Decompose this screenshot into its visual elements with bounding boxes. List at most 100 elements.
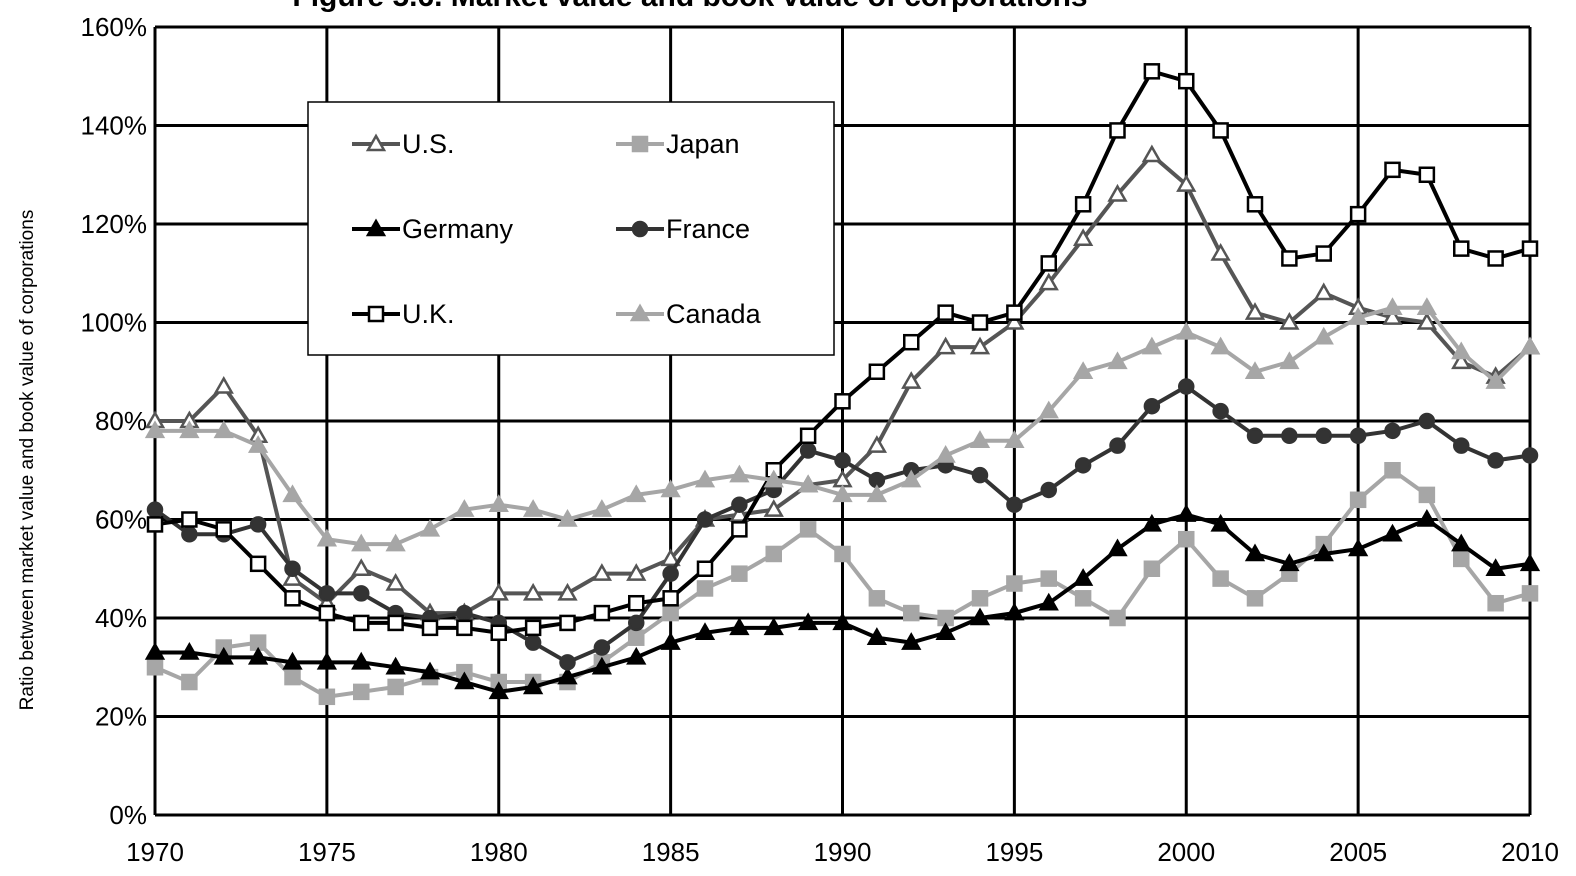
marker bbox=[662, 565, 679, 582]
marker bbox=[1178, 72, 1195, 90]
marker bbox=[1279, 553, 1300, 572]
marker bbox=[146, 516, 164, 533]
marker bbox=[1109, 437, 1126, 454]
marker bbox=[901, 371, 922, 389]
marker bbox=[866, 627, 888, 645]
marker bbox=[353, 683, 370, 701]
marker bbox=[626, 484, 647, 503]
marker bbox=[1178, 530, 1195, 548]
marker bbox=[1006, 496, 1023, 513]
marker bbox=[181, 526, 198, 543]
marker bbox=[1040, 255, 1057, 272]
marker bbox=[282, 484, 303, 503]
marker bbox=[1074, 590, 1092, 607]
marker bbox=[694, 622, 716, 641]
marker bbox=[1210, 336, 1231, 355]
marker bbox=[1416, 508, 1438, 527]
y-tick-label: 60% bbox=[95, 505, 147, 535]
marker bbox=[318, 688, 336, 706]
marker bbox=[832, 484, 853, 503]
marker bbox=[1038, 272, 1059, 291]
marker bbox=[696, 580, 714, 597]
marker bbox=[318, 585, 336, 602]
marker bbox=[284, 668, 301, 686]
marker bbox=[1281, 250, 1298, 267]
marker bbox=[1384, 422, 1401, 440]
marker bbox=[1141, 513, 1163, 532]
marker bbox=[731, 565, 748, 582]
series bbox=[146, 378, 1539, 671]
marker bbox=[763, 469, 784, 488]
marker bbox=[1416, 297, 1438, 315]
marker bbox=[660, 479, 681, 498]
marker bbox=[1176, 504, 1197, 522]
marker bbox=[660, 632, 681, 650]
marker bbox=[249, 555, 267, 573]
marker bbox=[662, 590, 679, 607]
marker bbox=[1109, 609, 1126, 627]
marker bbox=[1453, 437, 1470, 454]
marker bbox=[1074, 196, 1092, 213]
marker bbox=[146, 659, 164, 676]
marker bbox=[591, 499, 613, 517]
marker bbox=[866, 435, 888, 453]
marker bbox=[557, 508, 578, 527]
marker bbox=[1109, 122, 1126, 139]
marker bbox=[179, 641, 200, 660]
marker bbox=[935, 622, 956, 641]
marker bbox=[1072, 228, 1094, 247]
marker bbox=[353, 585, 370, 602]
marker bbox=[1004, 311, 1025, 330]
legend-label: U.S. bbox=[402, 129, 455, 159]
marker bbox=[662, 604, 679, 622]
marker bbox=[797, 474, 819, 493]
marker bbox=[1521, 447, 1539, 464]
marker bbox=[351, 651, 372, 670]
marker bbox=[903, 604, 920, 622]
marker bbox=[1176, 174, 1197, 192]
marker bbox=[1281, 427, 1298, 445]
marker bbox=[1072, 361, 1094, 379]
marker bbox=[1244, 361, 1266, 379]
marker bbox=[1416, 311, 1438, 330]
marker bbox=[282, 568, 303, 586]
marker bbox=[834, 545, 851, 563]
marker bbox=[1246, 590, 1264, 607]
marker bbox=[559, 654, 576, 671]
marker bbox=[696, 511, 714, 528]
marker bbox=[901, 632, 922, 650]
marker bbox=[694, 469, 716, 488]
y-tick-label: 80% bbox=[95, 406, 147, 436]
x-tick-label: 1975 bbox=[298, 837, 356, 867]
marker bbox=[1313, 543, 1334, 562]
legend: U.S. Japan Germany France U.K. Canada bbox=[307, 101, 835, 356]
marker bbox=[387, 614, 404, 632]
chart-title: Figure 5.6. Market value and book value … bbox=[292, 0, 1087, 13]
marker bbox=[935, 336, 956, 355]
marker bbox=[1451, 351, 1472, 370]
marker bbox=[282, 651, 303, 670]
marker bbox=[1141, 144, 1163, 163]
marker bbox=[971, 590, 989, 607]
marker bbox=[213, 420, 234, 439]
marker bbox=[1074, 457, 1092, 474]
y-tick-label: 0% bbox=[109, 800, 147, 830]
legend-label: U.K. bbox=[402, 299, 455, 329]
marker bbox=[421, 619, 439, 637]
marker bbox=[1451, 533, 1472, 552]
marker bbox=[1178, 378, 1195, 395]
marker bbox=[660, 548, 681, 567]
marker bbox=[1141, 336, 1163, 355]
marker bbox=[1246, 427, 1264, 445]
marker bbox=[146, 501, 164, 518]
marker bbox=[1349, 491, 1367, 509]
marker bbox=[626, 646, 647, 665]
marker bbox=[1244, 302, 1266, 320]
marker bbox=[1418, 412, 1436, 430]
marker bbox=[385, 656, 406, 675]
marker bbox=[351, 558, 372, 576]
marker bbox=[1210, 513, 1231, 532]
marker bbox=[1384, 161, 1401, 179]
marker bbox=[1072, 568, 1094, 586]
marker bbox=[181, 673, 198, 691]
